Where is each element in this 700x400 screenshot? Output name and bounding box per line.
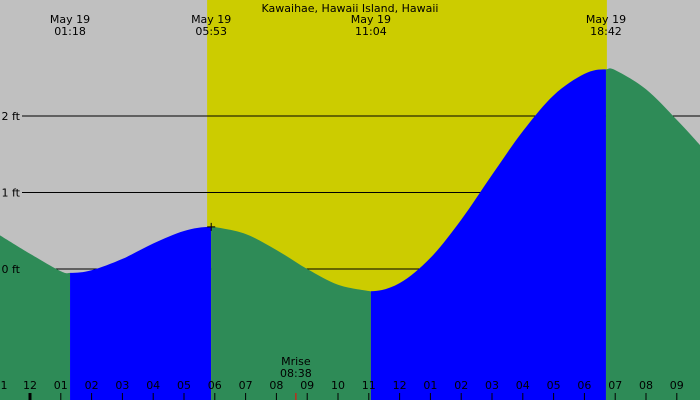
falling-tide [605, 68, 700, 400]
extreme-date: May 19 [351, 13, 391, 26]
x-tick-label: 07 [608, 379, 622, 392]
y-tick-label: 2 ft [2, 110, 21, 123]
falling-tide [211, 226, 372, 400]
x-tick-label: 04 [146, 379, 160, 392]
falling-tide [0, 235, 71, 400]
x-tick-label: 05 [177, 379, 191, 392]
x-tick-label: 05 [547, 379, 561, 392]
extreme-time: 01:18 [54, 25, 86, 38]
x-tick-label: 01 [423, 379, 437, 392]
extreme-time: 11:04 [355, 25, 387, 38]
x-tick-label: 03 [115, 379, 129, 392]
rising-tide [70, 226, 212, 400]
x-tick-label: 08 [269, 379, 283, 392]
x-tick-label: 07 [239, 379, 253, 392]
extreme-time: 18:42 [590, 25, 622, 38]
x-tick-label: 10 [331, 379, 345, 392]
x-tick-label: 03 [485, 379, 499, 392]
extreme-time: 05:53 [195, 25, 227, 38]
extreme-date: May 19 [586, 13, 626, 26]
x-tick-label: 04 [516, 379, 530, 392]
extreme-marker [207, 222, 216, 231]
rising-tide [370, 69, 606, 400]
labels: Kawaihae, Hawaii Island, Hawaii 0 ft 1 ft… [1, 2, 684, 400]
extreme-date: May 19 [191, 13, 231, 26]
x-tick-label: 1 [1, 379, 8, 392]
chart-title: Kawaihae, Hawaii Island, Hawaii [262, 2, 439, 15]
y-tick-label: 0 ft [2, 263, 21, 276]
x-tick-label: 06 [577, 379, 591, 392]
x-tick-label: 12 [23, 379, 37, 392]
x-tick-label: 02 [454, 379, 468, 392]
x-tick-label: 11 [362, 379, 376, 392]
y-tick-label: 1 ft [2, 187, 21, 200]
tide-area [0, 68, 700, 400]
moonrise-label: Mrise [281, 355, 311, 368]
x-tick-label: 12 [393, 379, 407, 392]
x-tick-label: 01 [54, 379, 68, 392]
x-tick-label: 06 [208, 379, 222, 392]
extreme-date: May 19 [50, 13, 90, 26]
x-tick-label: 08 [639, 379, 653, 392]
moonrise-time: 08:38 [280, 367, 312, 380]
x-tick-label: 09 [300, 379, 314, 392]
x-tick-label: 09 [670, 379, 684, 392]
x-tick-label: 02 [85, 379, 99, 392]
